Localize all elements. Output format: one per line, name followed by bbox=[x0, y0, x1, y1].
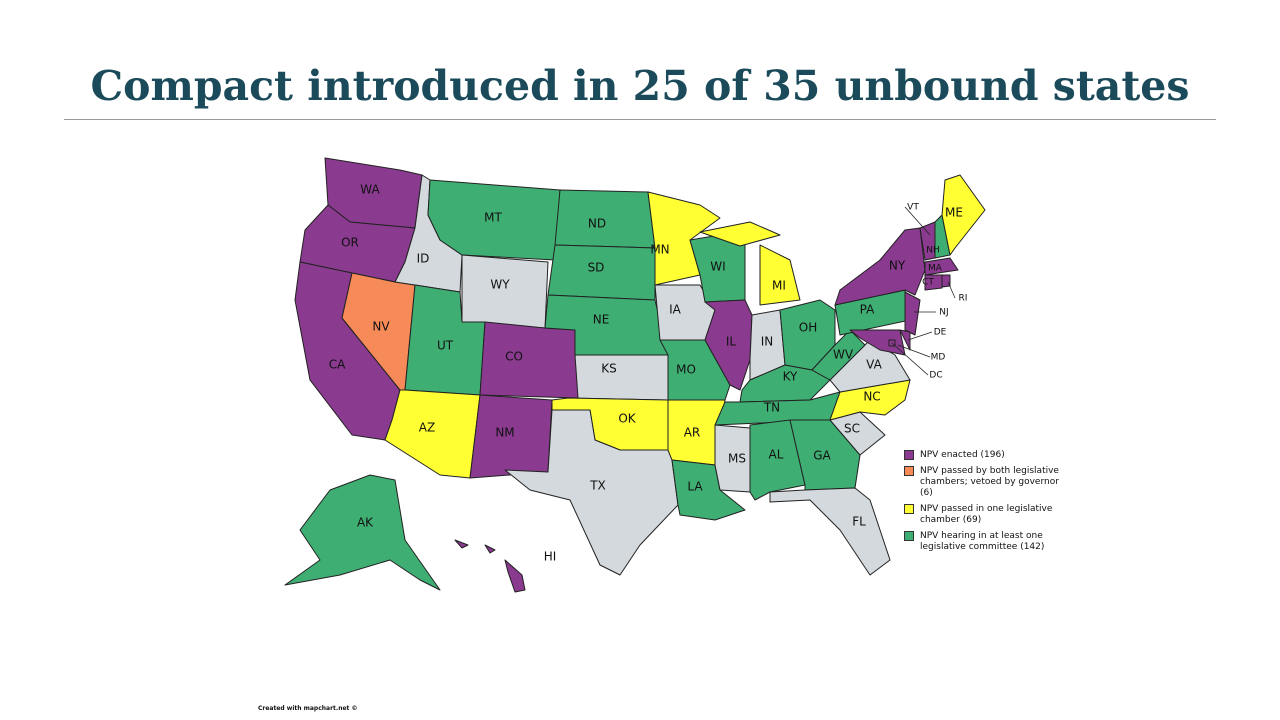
state-label: GA bbox=[813, 449, 831, 463]
state bbox=[834, 227, 926, 306]
state-label: LA bbox=[687, 480, 703, 494]
state bbox=[904, 291, 921, 336]
state-label: NV bbox=[372, 320, 390, 334]
legend-item: NPV hearing in at least one legislative … bbox=[904, 531, 1064, 553]
state-label: MN bbox=[650, 243, 669, 257]
title: Compact introduced in 25 of 35 unbound s… bbox=[90, 62, 1190, 110]
state-label: AL bbox=[769, 448, 784, 462]
state-label: DC bbox=[929, 371, 942, 381]
state-label: DE bbox=[934, 328, 947, 338]
footer: Created with mapchart.net © bbox=[258, 705, 358, 712]
leader-line bbox=[891, 342, 929, 376]
state-label: IL bbox=[726, 335, 737, 349]
state-label: NM bbox=[495, 426, 514, 440]
state-label: MD bbox=[931, 353, 946, 363]
legend-swatch bbox=[904, 466, 914, 476]
state bbox=[899, 329, 911, 351]
legend-item: NPV passed in one legislative chamber (6… bbox=[904, 504, 1064, 526]
state-label: PA bbox=[860, 303, 875, 317]
legend-label: NPV enacted (196) bbox=[920, 450, 1005, 460]
state-label: WA bbox=[360, 183, 380, 197]
divider bbox=[64, 119, 1216, 120]
state-label: SC bbox=[844, 422, 860, 436]
state-label: WY bbox=[490, 278, 510, 292]
state bbox=[567, 354, 669, 401]
state bbox=[849, 329, 906, 356]
legend-item: NPV enacted (196) bbox=[904, 450, 1064, 461]
state-label: CT bbox=[922, 278, 934, 288]
state bbox=[759, 244, 801, 306]
state-label: NE bbox=[593, 313, 610, 327]
state-label: MO bbox=[676, 363, 696, 377]
leader-line bbox=[904, 206, 931, 236]
state-label: NY bbox=[889, 259, 906, 273]
state bbox=[704, 299, 753, 391]
state bbox=[699, 221, 781, 247]
state-label: AK bbox=[357, 516, 374, 530]
state-label: ID bbox=[417, 252, 430, 266]
state bbox=[924, 274, 943, 291]
state-label: TN bbox=[763, 401, 780, 415]
state-label: AR bbox=[684, 426, 701, 440]
state bbox=[504, 409, 679, 576]
state-label: NH bbox=[926, 246, 940, 256]
state-label: KY bbox=[783, 370, 798, 384]
state-label: SD bbox=[588, 261, 605, 275]
legend-label: NPV passed by both legislative chambers;… bbox=[920, 466, 1059, 498]
state-label: IN bbox=[761, 335, 774, 349]
state-label: CO bbox=[505, 350, 523, 364]
state-label: UT bbox=[437, 339, 454, 353]
state-label: MI bbox=[772, 279, 786, 293]
state bbox=[941, 274, 951, 288]
legend-swatch bbox=[904, 450, 914, 460]
legend-item: NPV passed by both legislative chambers;… bbox=[904, 466, 1064, 499]
state-label: OH bbox=[799, 321, 817, 335]
state-label: RI bbox=[959, 294, 968, 304]
state-label: MS bbox=[728, 452, 746, 466]
state-label: OK bbox=[618, 412, 636, 426]
state bbox=[924, 257, 959, 276]
state bbox=[484, 544, 496, 554]
state bbox=[714, 424, 751, 493]
state bbox=[504, 559, 526, 593]
state-label: VT bbox=[907, 203, 919, 213]
state-label: MT bbox=[484, 211, 502, 225]
state bbox=[284, 474, 441, 591]
state-label: VA bbox=[866, 358, 882, 372]
legend-swatch bbox=[904, 531, 914, 541]
legend-swatch bbox=[904, 504, 914, 514]
state-label: MA bbox=[928, 264, 943, 274]
state-label: FL bbox=[852, 515, 866, 529]
state-label: KS bbox=[601, 362, 617, 376]
state-label: ME bbox=[945, 206, 963, 220]
state-label: HI bbox=[544, 550, 557, 564]
state bbox=[454, 539, 469, 549]
state-label: WV bbox=[833, 348, 854, 362]
state-label: OR bbox=[341, 236, 359, 250]
state-label: TX bbox=[589, 479, 606, 493]
state-label: IA bbox=[669, 303, 682, 317]
state bbox=[461, 254, 549, 329]
state-label: NC bbox=[863, 390, 880, 404]
state bbox=[769, 487, 891, 576]
leader-line bbox=[897, 344, 931, 358]
leader-line bbox=[947, 281, 956, 299]
legend-label: NPV passed in one legislative chamber (6… bbox=[920, 504, 1053, 525]
state bbox=[941, 174, 986, 256]
state bbox=[479, 321, 579, 399]
state-label: ND bbox=[588, 217, 606, 231]
state-label: CA bbox=[329, 358, 346, 372]
state-label: NJ bbox=[939, 308, 948, 318]
state-label: AZ bbox=[419, 421, 435, 435]
legend: NPV enacted (196) NPV passed by both legi… bbox=[904, 450, 1064, 558]
leader-line bbox=[907, 331, 933, 341]
state-label: WI bbox=[710, 260, 725, 274]
legend-label: NPV hearing in at least one legislative … bbox=[920, 531, 1045, 552]
